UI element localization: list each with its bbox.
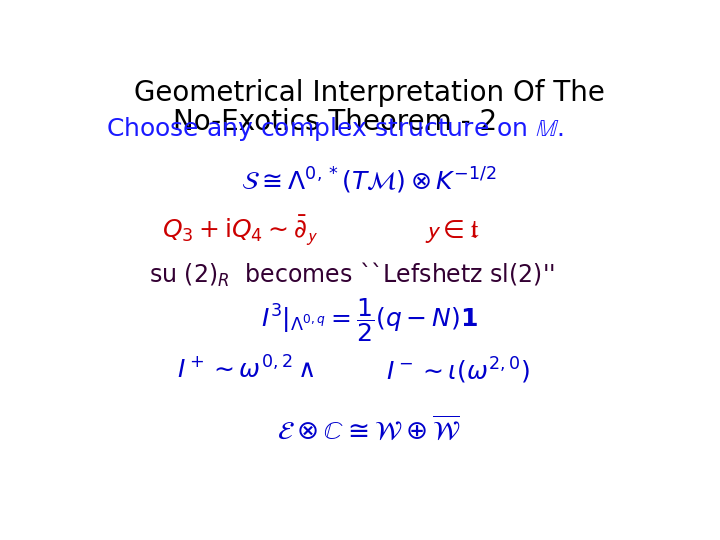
Text: No-Exotics Theorem - 2: No-Exotics Theorem - 2: [174, 109, 498, 137]
Text: $I^+ \sim \omega^{0,2}\wedge$: $I^+ \sim \omega^{0,2}\wedge$: [177, 357, 315, 384]
Text: Geometrical Interpretation Of The: Geometrical Interpretation Of The: [134, 79, 604, 107]
Text: $\mathcal{S} \cong \Lambda^{0,*}(T\mathcal{M}) \otimes K^{-1/2}$: $\mathcal{S} \cong \Lambda^{0,*}(T\mathc…: [241, 166, 497, 197]
Text: $\mathcal{y} \in \mathfrak{t}$: $\mathcal{y} \in \mathfrak{t}$: [426, 218, 480, 245]
Text: su $(2)_R$  becomes ``Lefshetz sl$(2)$'': su $(2)_R$ becomes ``Lefshetz sl$(2)$'': [149, 261, 555, 289]
Text: $I^3|_{\Lambda^{0,q}} = \dfrac{1}{2}(q - N)\mathbf{1}$: $I^3|_{\Lambda^{0,q}} = \dfrac{1}{2}(q -…: [261, 296, 477, 345]
Text: $\mathcal{E} \otimes \mathbb{C} \cong \mathcal{W} \oplus \overline{\mathcal{W}}$: $\mathcal{E} \otimes \mathbb{C} \cong \m…: [277, 416, 461, 445]
Text: Choose any complex structure on $\mathbb{M}$.: Choose any complex structure on $\mathbb…: [107, 115, 564, 143]
Text: $I^- \sim \iota(\omega^{2,0})$: $I^- \sim \iota(\omega^{2,0})$: [387, 355, 530, 386]
Text: $Q_3 + \mathrm{i}Q_4 \sim \bar{\partial}_{\mathcal{y}}$: $Q_3 + \mathrm{i}Q_4 \sim \bar{\partial}…: [163, 214, 319, 248]
